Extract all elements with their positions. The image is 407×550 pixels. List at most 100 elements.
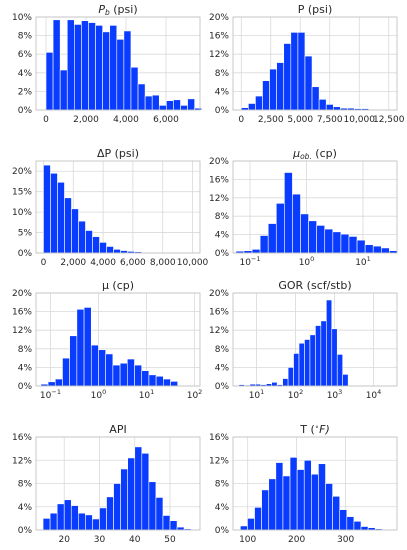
y-tick-label: 0% <box>215 249 230 259</box>
histogram-bar <box>311 473 319 531</box>
x-tick-label: 101 <box>249 388 265 401</box>
plot-frame <box>232 436 398 531</box>
histogram-bar <box>269 68 277 111</box>
x-tick-label: 12,500 <box>373 115 405 125</box>
panel-title: ΔP (psi) <box>97 147 139 160</box>
histogram-bar <box>158 105 167 111</box>
histogram-bar <box>169 520 178 531</box>
x-tick-label: 102 <box>288 388 304 401</box>
y-tick-label: 0% <box>215 526 230 536</box>
x-tick-exponent: 0 <box>310 255 314 263</box>
y-tick-label: 4% <box>215 503 230 513</box>
x-tick-label: 0 <box>43 115 49 125</box>
histogram-bar <box>170 381 179 387</box>
plot-frame <box>35 160 201 254</box>
histogram-bar <box>137 83 146 111</box>
y-tick-label: 0% <box>18 249 33 259</box>
y-tick-label: 8% <box>18 345 33 355</box>
histogram-bar <box>109 25 118 111</box>
histogram-bar <box>240 525 248 531</box>
histogram-bar <box>336 354 343 387</box>
x-tick-base: 10 <box>327 391 339 401</box>
histogram-bar <box>63 499 72 531</box>
panel-title: μob. (cp) <box>292 147 337 161</box>
histogram-bar <box>340 233 350 254</box>
x-tick-label: 6,000 <box>153 115 179 125</box>
x-tick-label: 200 <box>288 535 305 545</box>
x-tick-label: 4,000 <box>90 258 116 268</box>
histogram-bar <box>144 95 153 111</box>
y-tick-label: 0% <box>215 106 230 116</box>
histogram-bar <box>309 334 316 387</box>
x-tick-exponent: 1 <box>367 255 371 263</box>
histogram-bar <box>99 242 107 254</box>
histogram-bar <box>64 197 72 254</box>
y-tick-label: 5% <box>18 229 33 239</box>
histogram-bar <box>296 469 305 531</box>
histogram-bar <box>166 100 174 111</box>
histogram-bar <box>120 468 128 531</box>
x-tick-exponent: 2 <box>299 388 303 396</box>
histogram-bar <box>332 231 342 254</box>
histogram-bar <box>318 463 326 531</box>
histogram-bar <box>311 86 320 111</box>
histogram-bar <box>113 249 121 254</box>
y-tick-label: 16% <box>209 433 229 443</box>
y-tick-label: 4% <box>18 363 33 373</box>
histogram-bar <box>180 105 188 111</box>
histogram-bar <box>85 230 93 254</box>
histogram-bar <box>308 220 317 254</box>
histogram-bar <box>74 24 82 111</box>
plot-frame <box>35 436 201 531</box>
histogram-bar <box>52 19 61 111</box>
y-tick-label: 12% <box>209 50 229 60</box>
histogram-bar <box>255 95 263 111</box>
y-tick-label: 20% <box>209 157 229 167</box>
histogram-bar <box>141 452 150 531</box>
histogram-panel-2: 0% 4% 8% 12% 16% 20% 0 2,500 5,000 7,500 10,00012,… <box>209 3 405 125</box>
x-tick-base: 10 <box>249 391 261 401</box>
x-tick-label: 100 <box>299 255 315 268</box>
panel-title: API <box>109 423 126 436</box>
histogram-bar <box>380 247 390 254</box>
x-tick-exponent: 1 <box>150 388 154 396</box>
x-tick-label: 101 <box>355 255 371 268</box>
histogram-bar <box>259 235 269 254</box>
histogram-bar <box>251 249 261 254</box>
y-tick-label: 0% <box>18 106 33 116</box>
histogram-bar <box>320 320 327 387</box>
x-tick-label: 0 <box>41 258 47 268</box>
panel-title: Pb (psi) <box>98 3 137 17</box>
y-tick-label: 20% <box>12 167 32 177</box>
x-tick-label: 7,500 <box>317 115 343 125</box>
y-tick-label: 8% <box>18 480 33 490</box>
histogram-bar <box>332 106 341 111</box>
x-tick-label: 300 <box>337 535 354 545</box>
x-tick-base: 10 <box>91 391 103 401</box>
x-tick-exponent: 4 <box>377 388 381 396</box>
panel-title: P (psi) <box>298 3 332 16</box>
x-tick-label: 8,000 <box>150 258 176 268</box>
x-tick-label: 100 <box>239 535 256 545</box>
y-tick-label: 6% <box>18 50 33 60</box>
histogram-bar <box>116 39 125 111</box>
histogram-bar <box>326 299 333 387</box>
x-tick-label: 100 <box>91 388 107 401</box>
histogram-bar <box>49 512 58 531</box>
histogram-bar <box>282 378 289 387</box>
histogram-bar <box>102 31 111 111</box>
x-tick-base: 10 <box>366 391 378 401</box>
x-tick-label: 6,000 <box>120 258 146 268</box>
y-tick-label: 8% <box>215 212 230 222</box>
histogram-bar <box>113 483 121 531</box>
histogram-bar <box>148 481 157 531</box>
histogram-bar <box>325 104 334 111</box>
histogram-bar <box>92 236 100 254</box>
y-tick-label: 4% <box>215 363 230 373</box>
histogram-bar <box>187 98 195 111</box>
histogram-bar <box>162 515 171 531</box>
histogram-bar <box>303 459 312 531</box>
histogram-bar <box>318 99 327 111</box>
